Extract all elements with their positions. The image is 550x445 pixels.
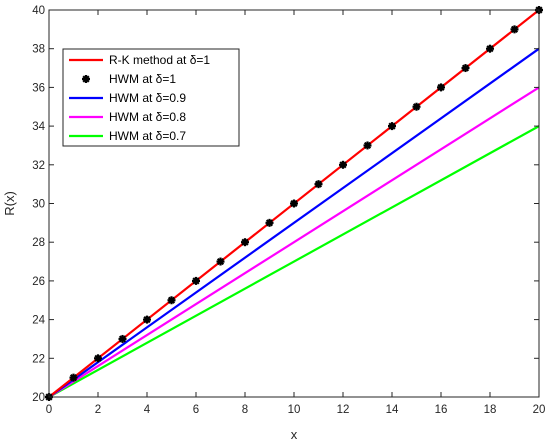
series-line-2 [48, 47, 540, 398]
legend-label-3: HWM at δ=0.8 [109, 110, 186, 124]
y-tick-label-4: 28 [32, 237, 45, 249]
y-tick-label-2: 24 [32, 315, 45, 327]
legend-item-3: HWM at δ=0.8 [69, 110, 186, 124]
y-axis-label: R(x) [2, 191, 17, 216]
data-point-1-5 [167, 296, 176, 305]
data-point-1-6 [192, 276, 200, 285]
series-layer [45, 6, 543, 401]
x-tick-label-5: 10 [288, 404, 301, 416]
data-point-1-4 [143, 315, 151, 324]
data-point-1-13 [363, 141, 372, 150]
legend-label-0: R-K method at δ=1 [109, 53, 210, 67]
data-point-1-15 [412, 102, 421, 111]
legend-item-2: HWM at δ=0.9 [69, 91, 186, 105]
legend-item-0: R-K method at δ=1 [69, 53, 210, 67]
legend-swatch-1 [82, 75, 90, 83]
legend-item-4: HWM at δ=0.7 [69, 129, 186, 143]
y-tick-label-0: 20 [32, 392, 45, 404]
data-point-1-12 [339, 160, 347, 169]
y-tick-label-10: 40 [32, 5, 45, 17]
data-point-1-19 [510, 25, 519, 34]
x-tick-label-6: 12 [337, 404, 350, 416]
series-markers-1 [45, 6, 543, 401]
data-point-1-17 [461, 64, 470, 73]
data-point-1-16 [437, 83, 445, 92]
x-tick-label-3: 6 [193, 404, 199, 416]
x-tick-label-2: 4 [144, 404, 151, 416]
y-tick-label-8: 36 [32, 82, 45, 94]
series-line-3 [48, 86, 540, 398]
y-tick-label-7: 34 [32, 121, 45, 133]
x-tick-label-1: 2 [95, 404, 101, 416]
legend-label-1: HWM at δ=1 [109, 72, 176, 86]
data-point-1-10 [290, 199, 298, 208]
data-point-1-3 [118, 334, 127, 343]
data-point-1-14 [388, 122, 396, 131]
y-tick-label-1: 22 [32, 353, 45, 365]
y-tick-label-6: 32 [32, 160, 45, 172]
plot-frame [48, 9, 540, 398]
x-axis-label: x [291, 427, 298, 442]
x-tick-label-4: 8 [242, 404, 248, 416]
x-tick-label-7: 14 [386, 404, 399, 416]
x-tick-label-0: 0 [46, 404, 52, 416]
data-point-1-1 [69, 373, 78, 382]
x-tick-label-8: 16 [435, 404, 448, 416]
data-point-1-9 [265, 218, 274, 227]
data-point-1-7 [216, 257, 225, 266]
y-tick-label-3: 26 [32, 276, 45, 288]
data-point-1-8 [241, 238, 249, 247]
data-point-1-2 [94, 354, 102, 363]
y-tick-label-5: 30 [32, 199, 45, 211]
legend-item-1: HWM at δ=1 [82, 72, 176, 86]
x-tick-label-10: 20 [533, 404, 546, 416]
series-line-4 [48, 125, 540, 398]
data-point-1-11 [314, 180, 323, 189]
legend-label-2: HWM at δ=0.9 [109, 91, 186, 105]
data-point-1-18 [486, 44, 494, 53]
legend: R-K method at δ=1 HWM at δ=1 HWM at δ=0.9 H… [62, 48, 240, 147]
y-tick-label-9: 38 [32, 44, 45, 56]
legend-label-4: HWM at δ=0.7 [109, 129, 186, 143]
x-tick-label-9: 18 [484, 404, 497, 416]
